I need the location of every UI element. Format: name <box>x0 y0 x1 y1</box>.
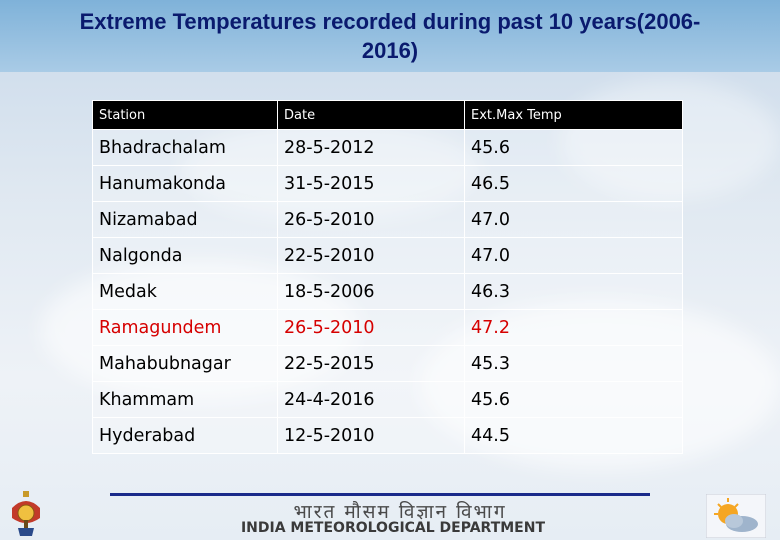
cell-date: 28-5-2012 <box>277 129 465 166</box>
cell-date: 31-5-2015 <box>277 165 465 202</box>
table-row: Mahabubnagar 22-5-2015 45.3 <box>92 345 683 382</box>
department-name: INDIA METEOROLOGICAL DEPARTMENT <box>240 520 546 536</box>
table-row: Ramagundem 26-5-2010 47.2 <box>92 309 683 346</box>
table-row: Hyderabad 12-5-2010 44.5 <box>92 417 683 454</box>
footer-divider <box>110 493 650 496</box>
header-max-temp: Ext.Max Temp <box>464 100 683 130</box>
cell-date: 22-5-2010 <box>277 237 465 274</box>
cell-station: Hanumakonda <box>92 165 278 202</box>
cell-max-temp: 47.0 <box>464 201 683 238</box>
cell-date: 18-5-2006 <box>277 273 465 310</box>
table-row: Nizamabad 26-5-2010 47.0 <box>92 201 683 238</box>
cell-station: Ramagundem <box>92 309 278 346</box>
cell-max-temp: 47.2 <box>464 309 683 346</box>
cell-max-temp: 46.5 <box>464 165 683 202</box>
temperature-table: Station Date Ext.Max Temp Bhadrachalam 28… <box>92 100 683 454</box>
cell-station: Medak <box>92 273 278 310</box>
cell-station: Bhadrachalam <box>92 129 278 166</box>
cell-station: Mahabubnagar <box>92 345 278 382</box>
cell-station: Hyderabad <box>92 417 278 454</box>
table-row: Hanumakonda 31-5-2015 46.5 <box>92 165 683 202</box>
table-row: Medak 18-5-2006 46.3 <box>92 273 683 310</box>
header-station: Station <box>92 100 278 130</box>
cell-date: 26-5-2010 <box>277 309 465 346</box>
table-row: Nalgonda 22-5-2010 47.0 <box>92 237 683 274</box>
cell-max-temp: 45.6 <box>464 381 683 418</box>
cell-max-temp: 45.3 <box>464 345 683 382</box>
emblem-icon <box>12 491 40 536</box>
table-row: Bhadrachalam 28-5-2012 45.6 <box>92 129 683 166</box>
table-body: Bhadrachalam 28-5-2012 45.6 Hanumakonda 31-5… <box>92 129 683 454</box>
slide-title: Extreme Temperatures recorded during pas… <box>79 9 701 63</box>
table-row: Khammam 24-4-2016 45.6 <box>92 381 683 418</box>
cell-station: Khammam <box>92 381 278 418</box>
cell-max-temp: 47.0 <box>464 237 683 274</box>
title-band: Extreme Temperatures recorded during pas… <box>0 0 780 72</box>
cell-date: 26-5-2010 <box>277 201 465 238</box>
cell-date: 24-4-2016 <box>277 381 465 418</box>
cell-max-temp: 44.5 <box>464 417 683 454</box>
cell-station: Nalgonda <box>92 237 278 274</box>
sun-cloud-icon <box>706 494 766 538</box>
cell-max-temp: 45.6 <box>464 129 683 166</box>
hindi-department-name: भारत मौसम विज्ञान विभाग <box>293 501 507 520</box>
header-date: Date <box>277 100 465 130</box>
cell-date: 12-5-2010 <box>277 417 465 454</box>
cell-max-temp: 46.3 <box>464 273 683 310</box>
cell-date: 22-5-2015 <box>277 345 465 382</box>
cell-station: Nizamabad <box>92 201 278 238</box>
table-header-row: Station Date Ext.Max Temp <box>92 100 683 130</box>
